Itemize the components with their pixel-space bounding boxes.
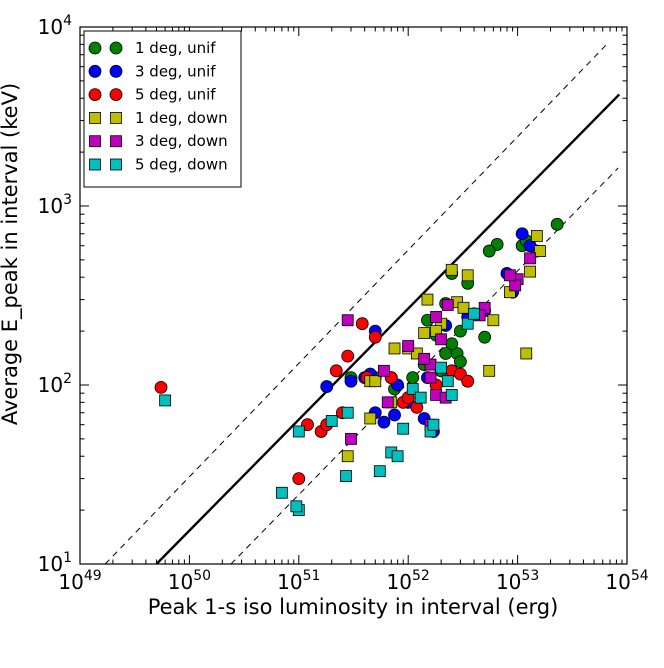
legend-label: 3 deg, down xyxy=(135,132,228,150)
x-tick-label: 1051 xyxy=(277,568,320,594)
data-point-square-4-12 xyxy=(424,371,437,384)
data-point-square-4-0 xyxy=(524,252,536,265)
data-point-circle-2-6 xyxy=(341,349,355,363)
legend-marker xyxy=(89,158,101,171)
data-point-square-3-19 xyxy=(369,375,382,388)
y-tick-label: 101 xyxy=(38,550,72,576)
data-point-square-3-16 xyxy=(388,342,401,355)
data-point-square-5-19 xyxy=(468,307,480,320)
legend-marker xyxy=(89,112,101,124)
legend-label: 5 deg, unif xyxy=(135,86,216,104)
data-point-square-5-8 xyxy=(373,465,386,478)
data-point-circle-0-11 xyxy=(439,347,453,360)
data-point-circle-1-13 xyxy=(377,415,391,429)
data-point-square-3-7 xyxy=(461,269,474,282)
data-point-circle-0-18 xyxy=(406,371,420,384)
data-point-square-5-7 xyxy=(341,406,354,419)
legend-label: 3 deg, unif xyxy=(135,62,216,80)
x-tick-label: 1052 xyxy=(387,568,430,594)
data-point-square-5-1 xyxy=(292,425,305,438)
data-point-square-3-14 xyxy=(418,327,431,339)
data-point-square-4-13 xyxy=(378,364,390,377)
legend-marker xyxy=(89,135,101,148)
data-point-square-5-12 xyxy=(406,383,419,395)
data-point-square-3-6 xyxy=(520,347,533,360)
data-point-square-5-13 xyxy=(414,391,427,404)
data-point-square-3-10 xyxy=(457,301,470,314)
data-point-square-5-6 xyxy=(340,470,352,482)
data-point-square-3-1 xyxy=(534,245,546,257)
data-point-circle-1-10 xyxy=(344,374,358,388)
legend-marker xyxy=(109,64,123,78)
data-point-square-4-3 xyxy=(503,269,516,282)
data-point-square-4-8 xyxy=(435,333,448,346)
plot-frame xyxy=(79,26,628,565)
data-point-square-3-4 xyxy=(487,314,500,327)
data-point-circle-1-0 xyxy=(515,227,529,241)
legend-marker xyxy=(88,64,102,78)
x-tick-label: 1053 xyxy=(496,568,539,594)
data-point-square-5-11 xyxy=(397,422,410,435)
data-point-square-3-5 xyxy=(483,364,496,377)
legend-marker xyxy=(109,88,123,101)
data-point-square-3-8 xyxy=(445,263,458,276)
y-axis-label: Average E_peak in interval (keV) xyxy=(0,83,23,425)
data-point-square-4-19 xyxy=(341,314,354,327)
data-point-circle-2-0 xyxy=(154,380,168,394)
legend-marker xyxy=(88,88,102,101)
data-point-circle-2-4 xyxy=(329,364,343,378)
legend-marker xyxy=(110,135,122,148)
data-point-square-5-16 xyxy=(441,375,454,388)
data-point-square-4-18 xyxy=(345,432,357,445)
legend: 1 deg, unif 3 deg, unif 5 deg, unif 1 deg, … xyxy=(83,30,242,188)
x-tick-label: 1049 xyxy=(58,568,101,594)
data-point-circle-2-18 xyxy=(292,472,306,485)
x-tick-label: 1054 xyxy=(605,568,648,594)
data-point-square-5-20 xyxy=(435,361,448,374)
data-point-circle-0-4 xyxy=(482,244,496,258)
data-point-circle-2-17 xyxy=(461,374,475,388)
data-point-square-4-11 xyxy=(402,340,415,352)
data-point-square-5-2 xyxy=(275,486,288,499)
data-point-square-4-2 xyxy=(509,279,522,292)
data-point-circle-0-9 xyxy=(453,355,467,369)
data-point-square-3-22 xyxy=(341,450,354,463)
y-tick-label: 104 xyxy=(38,13,72,39)
y-tick-label: 103 xyxy=(38,192,72,218)
data-point-square-5-5 xyxy=(325,415,338,427)
data-point-square-4-10 xyxy=(418,352,431,365)
legend-marker xyxy=(110,158,122,171)
data-point-square-4-7 xyxy=(430,311,443,323)
data-point-square-3-12 xyxy=(421,293,434,306)
data-point-square-5-18 xyxy=(461,317,474,330)
reference-line-solid-0 xyxy=(155,93,621,564)
legend-marker xyxy=(109,41,123,55)
data-point-circle-2-9 xyxy=(368,330,382,344)
data-point-circle-0-15 xyxy=(478,330,492,344)
legend-label: 1 deg, down xyxy=(135,109,228,127)
data-point-circle-1-14 xyxy=(388,408,401,422)
data-point-square-3-0 xyxy=(530,230,543,242)
data-point-square-5-4 xyxy=(290,500,303,513)
data-point-circle-1-11 xyxy=(320,380,334,393)
data-point-square-3-2 xyxy=(524,265,536,278)
data-point-square-3-20 xyxy=(364,412,377,425)
x-tick-label: 1050 xyxy=(168,568,211,594)
legend-marker xyxy=(88,41,102,55)
legend-marker xyxy=(110,112,122,124)
data-point-square-5-0 xyxy=(159,394,172,407)
y-tick-label: 102 xyxy=(38,371,72,397)
data-point-square-5-10 xyxy=(391,450,404,463)
legend-label: 1 deg, unif xyxy=(135,39,216,57)
data-point-square-5-15 xyxy=(427,418,440,431)
data-point-circle-2-8 xyxy=(355,317,369,331)
data-point-square-4-17 xyxy=(381,396,394,409)
data-point-square-5-17 xyxy=(445,389,458,401)
x-axis-label: Peak 1-s iso luminosity in interval (erg… xyxy=(148,595,559,619)
data-point-circle-0-0 xyxy=(550,217,564,231)
legend-label: 5 deg, down xyxy=(135,156,228,174)
data-point-square-4-6 xyxy=(441,299,454,311)
